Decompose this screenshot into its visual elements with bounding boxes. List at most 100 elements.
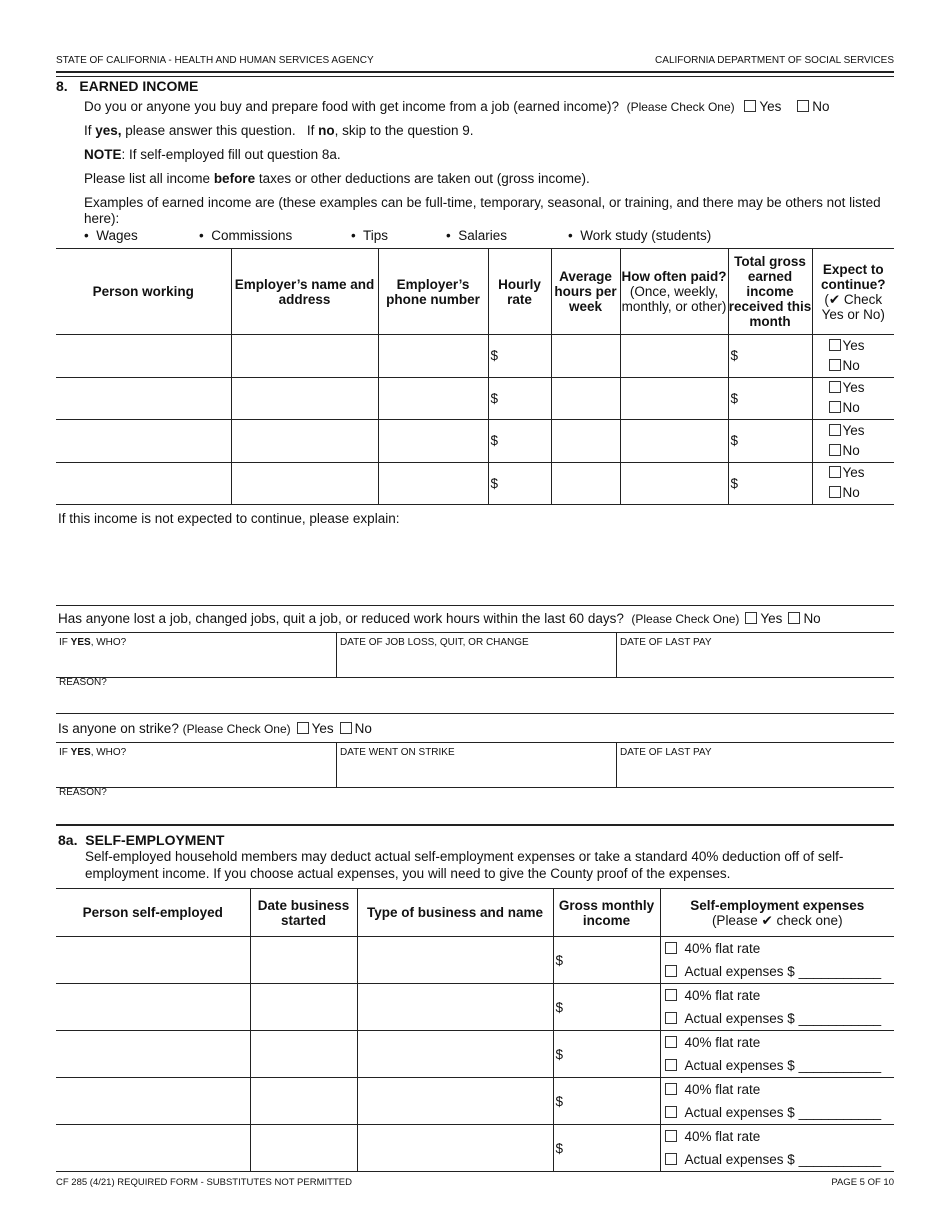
who-field[interactable]: IF YES, WHO? — [59, 637, 127, 648]
no-checkbox[interactable] — [788, 612, 801, 624]
business-type-cell[interactable] — [356, 1077, 554, 1125]
employer-phone-cell[interactable] — [377, 334, 489, 378]
business-type-cell[interactable] — [356, 1124, 554, 1172]
total-gross-cell[interactable]: $ — [727, 419, 813, 463]
col-avg-hours: Average hours per week — [550, 248, 621, 335]
avg-hours-cell[interactable] — [550, 419, 621, 463]
earned-income-table: Person working Employer’s name and addre… — [56, 248, 894, 505]
avg-hours-cell[interactable] — [550, 334, 621, 378]
table-row: $ $ Yes No — [56, 419, 894, 463]
yes-checkbox[interactable] — [828, 381, 841, 394]
avg-hours-cell[interactable] — [550, 461, 621, 505]
person-cell[interactable] — [56, 1077, 251, 1125]
how-often-cell[interactable] — [619, 376, 729, 420]
gross-monthly-cell[interactable]: $ — [552, 1124, 661, 1172]
how-often-cell[interactable] — [619, 461, 729, 505]
date-strike-field[interactable]: DATE WENT ON STRIKE — [336, 742, 616, 787]
date-last-pay-field[interactable]: DATE OF LAST PAY — [616, 632, 894, 677]
person-cell[interactable] — [56, 983, 251, 1031]
business-type-cell[interactable] — [356, 1030, 554, 1078]
actual-expenses-checkbox[interactable] — [664, 1106, 677, 1118]
employer-phone-cell[interactable] — [377, 376, 489, 420]
date-started-cell[interactable] — [249, 983, 358, 1031]
strike-reason-field[interactable]: REASON? — [59, 787, 107, 798]
date-job-change-field[interactable]: DATE OF JOB LOSS, QUIT, OR CHANGE — [336, 632, 616, 677]
col-person-self-employed: Person self-employed — [56, 888, 251, 937]
date-started-cell[interactable] — [249, 1124, 358, 1172]
no-checkbox[interactable] — [828, 358, 841, 371]
no-checkbox[interactable] — [339, 722, 352, 734]
yes-checkbox[interactable] — [745, 612, 758, 624]
employer-name-cell[interactable] — [230, 376, 379, 420]
yes-checkbox[interactable] — [828, 466, 841, 479]
example-item: • Work study (students) — [568, 228, 712, 243]
employer-name-cell[interactable] — [230, 461, 379, 505]
date-started-cell[interactable] — [249, 936, 358, 984]
flat-rate-checkbox[interactable] — [664, 1036, 677, 1048]
gross-monthly-cell[interactable]: $ — [552, 936, 661, 984]
gross-monthly-cell[interactable]: $ — [552, 983, 661, 1031]
note: NOTE: If self-employed fill out question… — [84, 147, 341, 162]
hourly-rate-cell[interactable]: $ — [487, 419, 552, 463]
total-gross-cell[interactable]: $ — [727, 376, 813, 420]
employer-phone-cell[interactable] — [377, 461, 489, 505]
actual-expenses-checkbox[interactable] — [664, 1059, 677, 1071]
explain-field[interactable] — [56, 530, 894, 602]
question-text: Do you or anyone you buy and prepare foo… — [84, 99, 620, 114]
table-row: $ $ Yes No — [56, 461, 894, 505]
person-cell[interactable] — [56, 1030, 251, 1078]
hourly-rate-cell[interactable]: $ — [487, 461, 552, 505]
actual-expenses-checkbox[interactable] — [664, 965, 677, 977]
no-checkbox[interactable] — [828, 401, 841, 414]
person-cell[interactable] — [56, 936, 251, 984]
gross-monthly-cell[interactable]: $ — [552, 1030, 661, 1078]
strike-who-field[interactable]: IF YES, WHO? — [59, 747, 127, 758]
person-working-cell[interactable] — [56, 334, 232, 378]
table-row: $ 40% flat rate Actual expenses $ _______… — [56, 1124, 894, 1172]
employer-phone-cell[interactable] — [377, 419, 489, 463]
gross-monthly-cell[interactable]: $ — [552, 1077, 661, 1125]
expenses-cell: 40% flat rate Actual expenses $ _________… — [659, 1077, 894, 1125]
how-often-cell[interactable] — [619, 334, 729, 378]
no-checkbox[interactable] — [828, 443, 841, 456]
yes-checkbox[interactable] — [744, 100, 757, 112]
strike-last-pay-field[interactable]: DATE OF LAST PAY — [616, 742, 894, 787]
person-cell[interactable] — [56, 1124, 251, 1172]
date-started-cell[interactable] — [249, 1077, 358, 1125]
avg-hours-cell[interactable] — [550, 376, 621, 420]
flat-rate-checkbox[interactable] — [664, 989, 677, 1001]
expenses-cell: 40% flat rate Actual expenses $ _________… — [659, 1124, 894, 1172]
person-working-cell[interactable] — [56, 376, 232, 420]
reason-field[interactable]: REASON? — [59, 677, 107, 688]
no-checkbox[interactable] — [828, 486, 841, 499]
business-type-cell[interactable] — [356, 983, 554, 1031]
no-checkbox[interactable] — [797, 100, 810, 112]
person-working-cell[interactable] — [56, 461, 232, 505]
flat-rate-checkbox[interactable] — [664, 1083, 677, 1095]
flat-rate-checkbox[interactable] — [664, 1130, 677, 1142]
person-working-cell[interactable] — [56, 419, 232, 463]
expect-continue-cell: Yes No — [811, 419, 894, 463]
table-row: $ 40% flat rate Actual expenses $ _______… — [56, 983, 894, 1031]
business-type-cell[interactable] — [356, 936, 554, 984]
job-change-question: Has anyone lost a job, changed jobs, qui… — [58, 611, 821, 626]
employer-name-cell[interactable] — [230, 334, 379, 378]
no-label: No — [812, 99, 830, 114]
how-often-cell[interactable] — [619, 419, 729, 463]
total-gross-cell[interactable]: $ — [727, 461, 813, 505]
yes-checkbox[interactable] — [828, 338, 841, 351]
employer-name-cell[interactable] — [230, 419, 379, 463]
hourly-rate-cell[interactable]: $ — [487, 376, 552, 420]
expenses-cell: 40% flat rate Actual expenses $ _________… — [659, 983, 894, 1031]
yes-checkbox[interactable] — [296, 722, 309, 734]
total-gross-cell[interactable]: $ — [727, 334, 813, 378]
hourly-rate-cell[interactable]: $ — [487, 334, 552, 378]
actual-expenses-checkbox[interactable] — [664, 1153, 677, 1165]
table-header-row: Person self-employed Date business start… — [56, 888, 894, 937]
col-employer-phone: Employer’s phone number — [377, 248, 489, 335]
yes-checkbox[interactable] — [828, 423, 841, 436]
flat-rate-checkbox[interactable] — [664, 942, 677, 954]
date-started-cell[interactable] — [249, 1030, 358, 1078]
table-row: $ $ Yes No — [56, 334, 894, 378]
actual-expenses-checkbox[interactable] — [664, 1012, 677, 1024]
